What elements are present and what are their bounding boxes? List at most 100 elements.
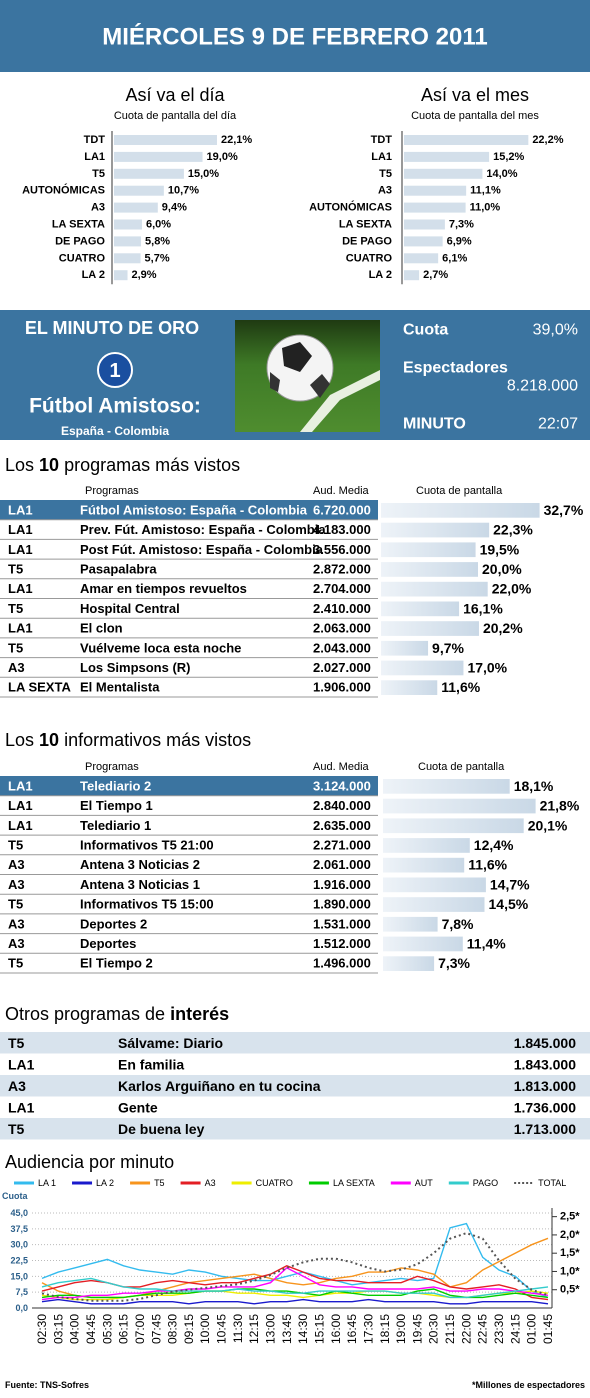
row-band xyxy=(0,1118,590,1140)
footnote: *Millones de espectadores xyxy=(472,1380,585,1390)
share-label: 22,3% xyxy=(493,522,533,538)
chart-title: Así va el mes xyxy=(421,85,529,105)
channel: LA1 xyxy=(8,542,33,557)
program: Deportes xyxy=(80,936,136,951)
y-tick-label: 7,5 xyxy=(15,1287,28,1297)
share-bar xyxy=(383,936,463,952)
category-label: CUATRO xyxy=(346,252,393,264)
channel: T5 xyxy=(8,561,23,576)
x-tick-label: 04:45 xyxy=(84,1314,98,1344)
channel: LA1 xyxy=(8,522,33,537)
x-tick-label: 03:15 xyxy=(51,1314,65,1344)
program: Sálvame: Diario xyxy=(118,1035,223,1051)
value-label: 9,4% xyxy=(162,202,187,214)
x-tick-label: 19:00 xyxy=(394,1314,408,1344)
chart-subtitle: Cuota de pantalla del mes xyxy=(411,110,539,122)
audience: 3.124.000 xyxy=(313,778,371,793)
bar xyxy=(114,151,203,162)
x-tick-label: 05:30 xyxy=(100,1314,114,1344)
x-tick-label: 13:00 xyxy=(264,1314,278,1344)
channel: LA1 xyxy=(8,1056,35,1072)
share-label: 14,7% xyxy=(490,876,530,892)
audience: 2.872.000 xyxy=(313,561,371,576)
series-line xyxy=(41,1277,549,1299)
share-label: 20,1% xyxy=(528,817,568,833)
bar xyxy=(114,202,158,213)
x-tick-label: 08:30 xyxy=(166,1314,180,1344)
share-label: 20,2% xyxy=(483,620,523,636)
value-label: 14,0% xyxy=(486,168,517,180)
category-label: A3 xyxy=(91,202,105,214)
x-tick-label: 22:00 xyxy=(459,1314,473,1344)
header-band xyxy=(0,0,590,72)
row-highlight xyxy=(0,776,378,796)
y2-tick-label: 1,5* xyxy=(560,1247,580,1259)
channel: LA1 xyxy=(8,818,33,833)
share-bar xyxy=(381,503,540,518)
series-line xyxy=(41,1222,549,1299)
x-tick-label: 14:30 xyxy=(296,1314,310,1344)
channel: A3 xyxy=(8,857,25,872)
bar xyxy=(404,168,483,179)
y-tick-label: 37,5 xyxy=(10,1224,28,1234)
legend-label: TOTAL xyxy=(538,1178,566,1188)
share-bar xyxy=(383,916,438,932)
channel: LA1 xyxy=(8,1099,35,1115)
channel: LA1 xyxy=(8,581,33,596)
category-label: AUTONÓMICAS xyxy=(309,201,392,214)
value-label: 22,2% xyxy=(532,134,563,146)
y-tick-label: 30,0 xyxy=(10,1240,28,1250)
y-tick-label: 22,5 xyxy=(10,1256,28,1266)
value-label: 6,0% xyxy=(146,219,171,231)
bar xyxy=(114,185,164,196)
bar xyxy=(404,185,467,196)
channel: T5 xyxy=(8,601,23,616)
program: El Tiempo 1 xyxy=(80,798,153,813)
program: Hospital Central xyxy=(80,601,180,616)
program: En familia xyxy=(118,1056,184,1072)
bar xyxy=(404,135,529,145)
channel-logo xyxy=(97,352,133,388)
share-label: 11,6% xyxy=(441,679,480,695)
audience: 1.845.000 xyxy=(514,1035,576,1051)
audience: 1.531.000 xyxy=(313,916,371,931)
program: Antena 3 Noticias 1 xyxy=(80,877,200,892)
channel: LA1 xyxy=(8,502,33,517)
y2-tick-label: 2,0* xyxy=(560,1229,580,1241)
value-label: 5,7% xyxy=(145,252,170,264)
share-label: 19,5% xyxy=(480,541,520,557)
channel: T5 xyxy=(8,897,23,912)
category-label: LA SEXTA xyxy=(52,219,105,231)
category-label: LA 2 xyxy=(369,269,392,281)
share-label: 11,6% xyxy=(468,857,507,873)
program: Informativos T5 21:00 xyxy=(80,837,214,852)
audience: 1.713.000 xyxy=(514,1121,576,1137)
legend-label: AUT xyxy=(415,1178,434,1188)
category-label: TDT xyxy=(84,134,106,146)
share-bar xyxy=(383,956,435,971)
value-label: 5,8% xyxy=(145,235,170,247)
chart-subtitle: Cuota de pantalla del día xyxy=(114,110,237,122)
share-bar xyxy=(383,838,470,853)
bar xyxy=(114,219,142,230)
category-label: T5 xyxy=(379,168,392,180)
share-bar xyxy=(381,640,429,656)
channel: LA1 xyxy=(8,621,33,636)
channel: A3 xyxy=(8,877,25,892)
audience: 4.183.000 xyxy=(313,522,371,537)
value-label: 22,1% xyxy=(221,134,252,146)
share-label: 16,1% xyxy=(463,600,503,616)
header-title: MIÉRCOLES 9 DE FEBRERO 2011 xyxy=(102,23,487,51)
category-label: LA1 xyxy=(84,151,105,163)
audience: 6.720.000 xyxy=(313,502,371,517)
program: Deportes 2 xyxy=(80,916,147,931)
share-label: 7,3% xyxy=(438,955,470,971)
audience: 2.043.000 xyxy=(313,640,371,655)
bar xyxy=(404,202,466,213)
bar xyxy=(114,270,128,281)
audience: 1.813.000 xyxy=(514,1078,576,1094)
x-tick-label: 02:30 xyxy=(35,1314,49,1344)
share-label: 21,8% xyxy=(540,798,580,814)
share-bar xyxy=(381,601,460,617)
